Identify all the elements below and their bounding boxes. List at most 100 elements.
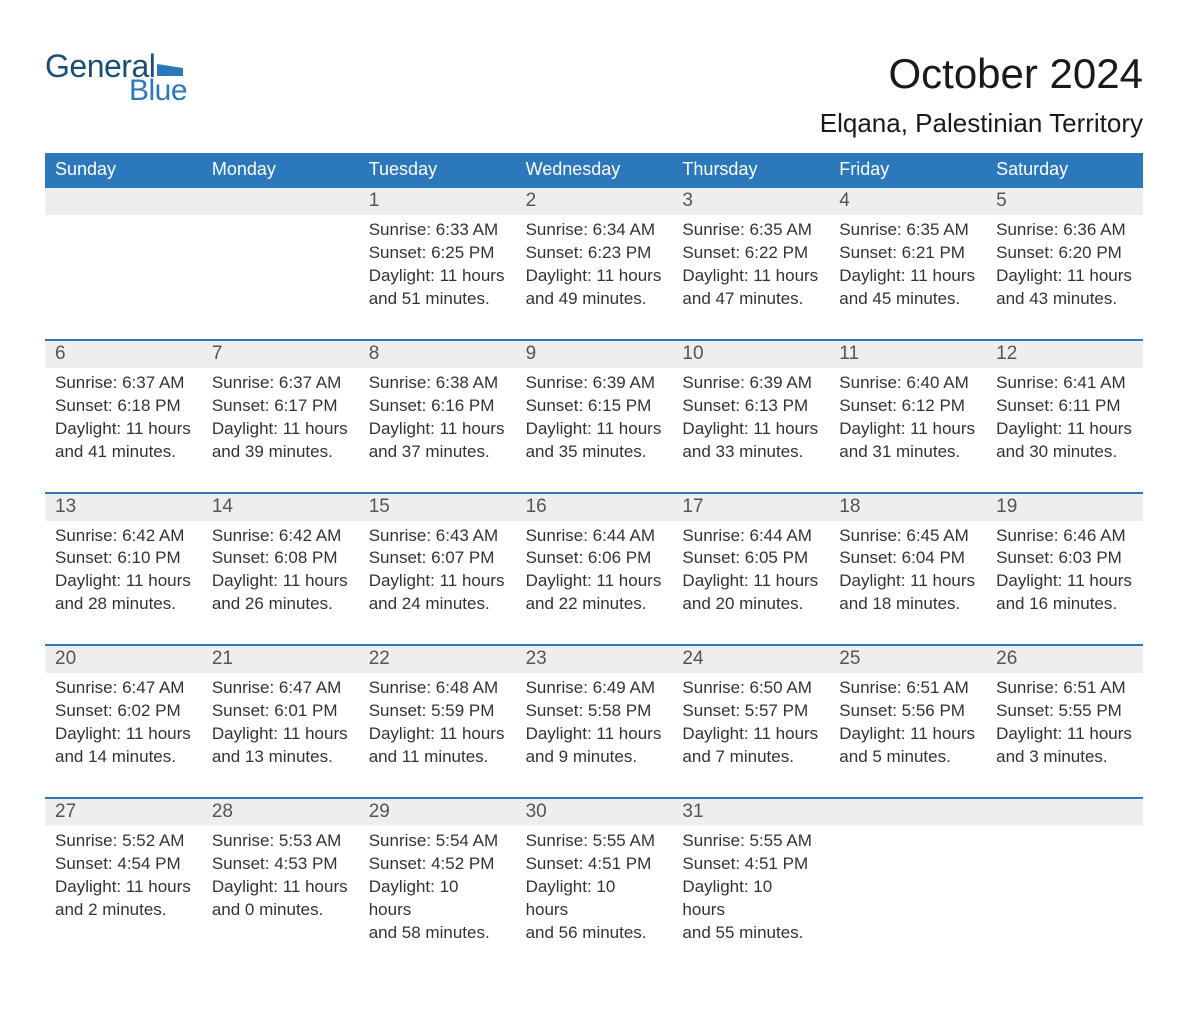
daylight-text: and 5 minutes. bbox=[839, 746, 976, 769]
daylight-text: Daylight: 11 hours bbox=[526, 265, 663, 288]
day-number: 1 bbox=[359, 188, 516, 215]
location-label: Elqana, Palestinian Territory bbox=[820, 108, 1143, 139]
sunset-text: Sunset: 5:58 PM bbox=[526, 700, 663, 723]
sunrise-text: Sunrise: 6:36 AM bbox=[996, 219, 1133, 242]
daylight-text: and 18 minutes. bbox=[839, 593, 976, 616]
title-block: October 2024 Elqana, Palestinian Territo… bbox=[820, 50, 1143, 139]
sunset-text: Sunset: 5:55 PM bbox=[996, 700, 1133, 723]
dow-saturday: Saturday bbox=[986, 153, 1143, 188]
daylight-text: and 30 minutes. bbox=[996, 441, 1133, 464]
daylight-text: and 58 minutes. bbox=[369, 922, 506, 945]
sunrise-text: Sunrise: 6:35 AM bbox=[682, 219, 819, 242]
daylight-text: Daylight: 11 hours bbox=[839, 570, 976, 593]
day-number: 5 bbox=[986, 188, 1143, 215]
calendar-week: 12345Sunrise: 6:33 AMSunset: 6:25 PMDayl… bbox=[45, 188, 1143, 339]
day-number: 13 bbox=[45, 494, 202, 521]
sunset-text: Sunset: 5:57 PM bbox=[682, 700, 819, 723]
day-cell: Sunrise: 6:47 AMSunset: 6:02 PMDaylight:… bbox=[45, 673, 202, 797]
daylight-text: Daylight: 11 hours bbox=[369, 570, 506, 593]
daylight-text: and 51 minutes. bbox=[369, 288, 506, 311]
day-number: 3 bbox=[672, 188, 829, 215]
daylight-text: and 16 minutes. bbox=[996, 593, 1133, 616]
sunrise-text: Sunrise: 6:37 AM bbox=[212, 372, 349, 395]
daynum-row: 12345 bbox=[45, 188, 1143, 215]
day-cell: Sunrise: 6:51 AMSunset: 5:55 PMDaylight:… bbox=[986, 673, 1143, 797]
dow-sunday: Sunday bbox=[45, 153, 202, 188]
sunrise-text: Sunrise: 6:47 AM bbox=[212, 677, 349, 700]
day-of-week-header: Sunday Monday Tuesday Wednesday Thursday… bbox=[45, 153, 1143, 188]
day-number: 22 bbox=[359, 646, 516, 673]
day-number bbox=[829, 799, 986, 826]
sunrise-text: Sunrise: 6:47 AM bbox=[55, 677, 192, 700]
dow-wednesday: Wednesday bbox=[516, 153, 673, 188]
daylight-text: Daylight: 11 hours bbox=[839, 418, 976, 441]
sunset-text: Sunset: 6:03 PM bbox=[996, 547, 1133, 570]
day-cell: Sunrise: 6:50 AMSunset: 5:57 PMDaylight:… bbox=[672, 673, 829, 797]
sunset-text: Sunset: 4:51 PM bbox=[526, 853, 663, 876]
day-cell: Sunrise: 5:55 AMSunset: 4:51 PMDaylight:… bbox=[672, 826, 829, 973]
dow-friday: Friday bbox=[829, 153, 986, 188]
day-cell: Sunrise: 6:40 AMSunset: 6:12 PMDaylight:… bbox=[829, 368, 986, 492]
day-cell: Sunrise: 6:35 AMSunset: 6:21 PMDaylight:… bbox=[829, 215, 986, 339]
daylight-text: and 11 minutes. bbox=[369, 746, 506, 769]
daylight-text: Daylight: 11 hours bbox=[839, 723, 976, 746]
sunset-text: Sunset: 6:02 PM bbox=[55, 700, 192, 723]
logo-text-blue: Blue bbox=[129, 76, 187, 106]
sunset-text: Sunset: 4:54 PM bbox=[55, 853, 192, 876]
sunset-text: Sunset: 6:04 PM bbox=[839, 547, 976, 570]
sunset-text: Sunset: 5:56 PM bbox=[839, 700, 976, 723]
daylight-text: and 26 minutes. bbox=[212, 593, 349, 616]
day-number: 24 bbox=[672, 646, 829, 673]
day-cell: Sunrise: 6:44 AMSunset: 6:06 PMDaylight:… bbox=[516, 521, 673, 645]
sunrise-text: Sunrise: 6:44 AM bbox=[526, 525, 663, 548]
daylight-text: and 13 minutes. bbox=[212, 746, 349, 769]
sunrise-text: Sunrise: 6:33 AM bbox=[369, 219, 506, 242]
sunrise-text: Sunrise: 6:50 AM bbox=[682, 677, 819, 700]
day-cell bbox=[829, 826, 986, 973]
day-number: 4 bbox=[829, 188, 986, 215]
day-cell bbox=[45, 215, 202, 339]
sunrise-text: Sunrise: 6:39 AM bbox=[682, 372, 819, 395]
day-cell: Sunrise: 6:33 AMSunset: 6:25 PMDaylight:… bbox=[359, 215, 516, 339]
daylight-text: Daylight: 11 hours bbox=[526, 418, 663, 441]
sunset-text: Sunset: 6:06 PM bbox=[526, 547, 663, 570]
dow-thursday: Thursday bbox=[672, 153, 829, 188]
day-cell: Sunrise: 6:46 AMSunset: 6:03 PMDaylight:… bbox=[986, 521, 1143, 645]
daylight-text: and 20 minutes. bbox=[682, 593, 819, 616]
daylight-text: and 56 minutes. bbox=[526, 922, 663, 945]
daylight-text: Daylight: 11 hours bbox=[526, 570, 663, 593]
daylight-text: and 47 minutes. bbox=[682, 288, 819, 311]
sunset-text: Sunset: 6:08 PM bbox=[212, 547, 349, 570]
day-number: 10 bbox=[672, 341, 829, 368]
sunrise-text: Sunrise: 6:41 AM bbox=[996, 372, 1133, 395]
day-cell: Sunrise: 6:34 AMSunset: 6:23 PMDaylight:… bbox=[516, 215, 673, 339]
sunrise-text: Sunrise: 6:48 AM bbox=[369, 677, 506, 700]
daylight-text: and 14 minutes. bbox=[55, 746, 192, 769]
calendar-week: 20212223242526Sunrise: 6:47 AMSunset: 6:… bbox=[45, 644, 1143, 797]
day-number: 6 bbox=[45, 341, 202, 368]
sunset-text: Sunset: 6:23 PM bbox=[526, 242, 663, 265]
daylight-text: Daylight: 11 hours bbox=[369, 723, 506, 746]
sunset-text: Sunset: 6:10 PM bbox=[55, 547, 192, 570]
daylight-text: Daylight: 11 hours bbox=[996, 723, 1133, 746]
sunset-text: Sunset: 6:18 PM bbox=[55, 395, 192, 418]
daylight-text: and 28 minutes. bbox=[55, 593, 192, 616]
sunrise-text: Sunrise: 5:54 AM bbox=[369, 830, 506, 853]
sunset-text: Sunset: 6:25 PM bbox=[369, 242, 506, 265]
daylight-text: Daylight: 11 hours bbox=[212, 570, 349, 593]
daylight-text: and 0 minutes. bbox=[212, 899, 349, 922]
daylight-text: Daylight: 11 hours bbox=[369, 418, 506, 441]
daynum-row: 6789101112 bbox=[45, 341, 1143, 368]
sunset-text: Sunset: 6:11 PM bbox=[996, 395, 1133, 418]
day-cell bbox=[202, 215, 359, 339]
daylight-text: and 33 minutes. bbox=[682, 441, 819, 464]
sunrise-text: Sunrise: 6:51 AM bbox=[839, 677, 976, 700]
sunrise-text: Sunrise: 6:45 AM bbox=[839, 525, 976, 548]
daylight-text: Daylight: 11 hours bbox=[55, 570, 192, 593]
day-cell: Sunrise: 6:37 AMSunset: 6:18 PMDaylight:… bbox=[45, 368, 202, 492]
sunrise-text: Sunrise: 5:55 AM bbox=[526, 830, 663, 853]
day-cell: Sunrise: 5:52 AMSunset: 4:54 PMDaylight:… bbox=[45, 826, 202, 973]
day-number: 9 bbox=[516, 341, 673, 368]
logo: General Blue bbox=[45, 50, 187, 106]
daylight-text: Daylight: 10 hours bbox=[526, 876, 663, 922]
